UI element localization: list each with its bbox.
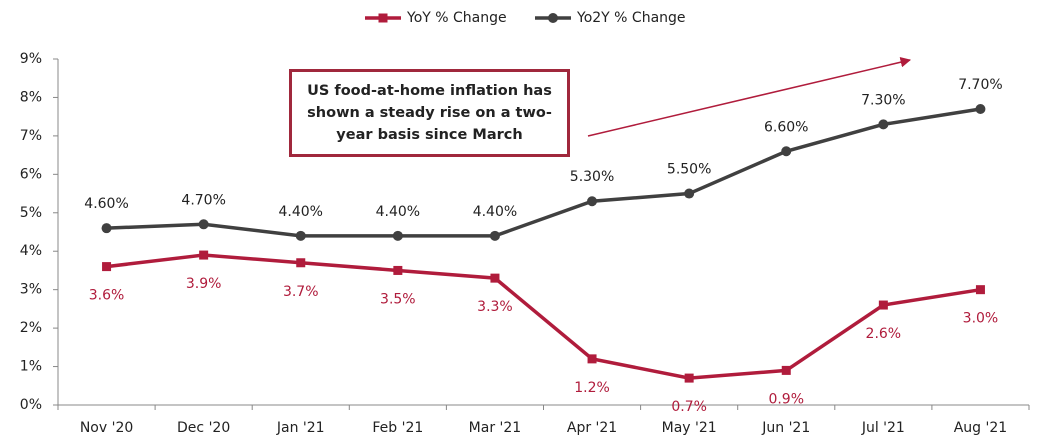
y-tick-label: 6%	[20, 166, 42, 182]
x-tick-label: Jul '21	[861, 420, 905, 436]
data-label: 7.70%	[958, 77, 1002, 93]
x-tick-label: Aug '21	[954, 420, 1007, 436]
x-tick-label: Dec '20	[177, 420, 230, 436]
data-label: 3.7%	[283, 284, 319, 300]
data-label: 3.0%	[963, 311, 999, 327]
y-tick-label: 7%	[20, 128, 42, 144]
point	[975, 103, 986, 114]
x-tick-label: Jun '21	[761, 420, 810, 436]
x-tick-label: Nov '20	[80, 420, 133, 436]
y-tick-label: 3%	[20, 282, 42, 298]
y-tick-label: 2%	[20, 320, 42, 336]
point	[393, 265, 403, 275]
data-label: 5.50%	[667, 162, 711, 178]
point	[102, 262, 112, 272]
y-tick-label: 0%	[20, 397, 42, 413]
trend-arrow	[587, 57, 912, 137]
point	[878, 119, 889, 130]
point	[684, 188, 695, 199]
series-line	[106, 253, 981, 380]
legend-label: YoY % Change	[406, 10, 507, 26]
data-label: 3.9%	[186, 276, 222, 292]
point	[199, 250, 209, 260]
point	[489, 230, 500, 241]
legend-label: Yo2Y % Change	[576, 10, 686, 26]
data-label: 4.60%	[84, 196, 128, 212]
y-tick-label: 5%	[20, 205, 42, 221]
data-label: 4.40%	[279, 204, 323, 220]
data-label: 6.60%	[764, 119, 808, 135]
point	[101, 223, 112, 234]
y-tick-label: 4%	[20, 243, 42, 259]
data-label: 4.40%	[376, 204, 420, 220]
point	[587, 354, 597, 364]
data-label: 5.30%	[570, 169, 614, 185]
data-label: 0.9%	[768, 391, 804, 407]
data-label: 0.7%	[671, 399, 707, 415]
point	[587, 196, 598, 207]
y-tick-label: 1%	[20, 359, 42, 375]
point	[975, 285, 985, 295]
series-line	[106, 107, 981, 238]
point	[781, 365, 791, 375]
data-label: 2.6%	[866, 326, 902, 342]
data-label: 3.6%	[89, 288, 125, 304]
x-tick-label: Mar '21	[469, 420, 522, 436]
data-label: 7.30%	[861, 92, 905, 108]
data-label: 4.40%	[473, 204, 517, 220]
x-tick-label: May '21	[662, 420, 717, 436]
x-tick-label: Apr '21	[567, 420, 617, 436]
data-label: 4.70%	[181, 192, 225, 208]
point	[490, 273, 500, 283]
point	[392, 230, 403, 241]
legend-marker	[378, 13, 388, 23]
legend-marker	[548, 13, 558, 23]
data-label: 3.5%	[380, 291, 416, 307]
point	[296, 258, 306, 268]
point	[878, 300, 888, 310]
x-tick-label: Jan '21	[276, 420, 325, 436]
annotation: US food-at-home inflation has shown a st…	[289, 69, 570, 157]
data-label: 1.2%	[574, 380, 610, 396]
y-tick-label: 9%	[20, 51, 42, 67]
point	[198, 219, 209, 230]
x-tick-label: Feb '21	[372, 420, 423, 436]
y-tick-label: 8%	[20, 89, 42, 105]
point	[295, 230, 306, 241]
data-label: 3.3%	[477, 299, 513, 315]
point	[684, 373, 694, 383]
point	[781, 146, 792, 157]
